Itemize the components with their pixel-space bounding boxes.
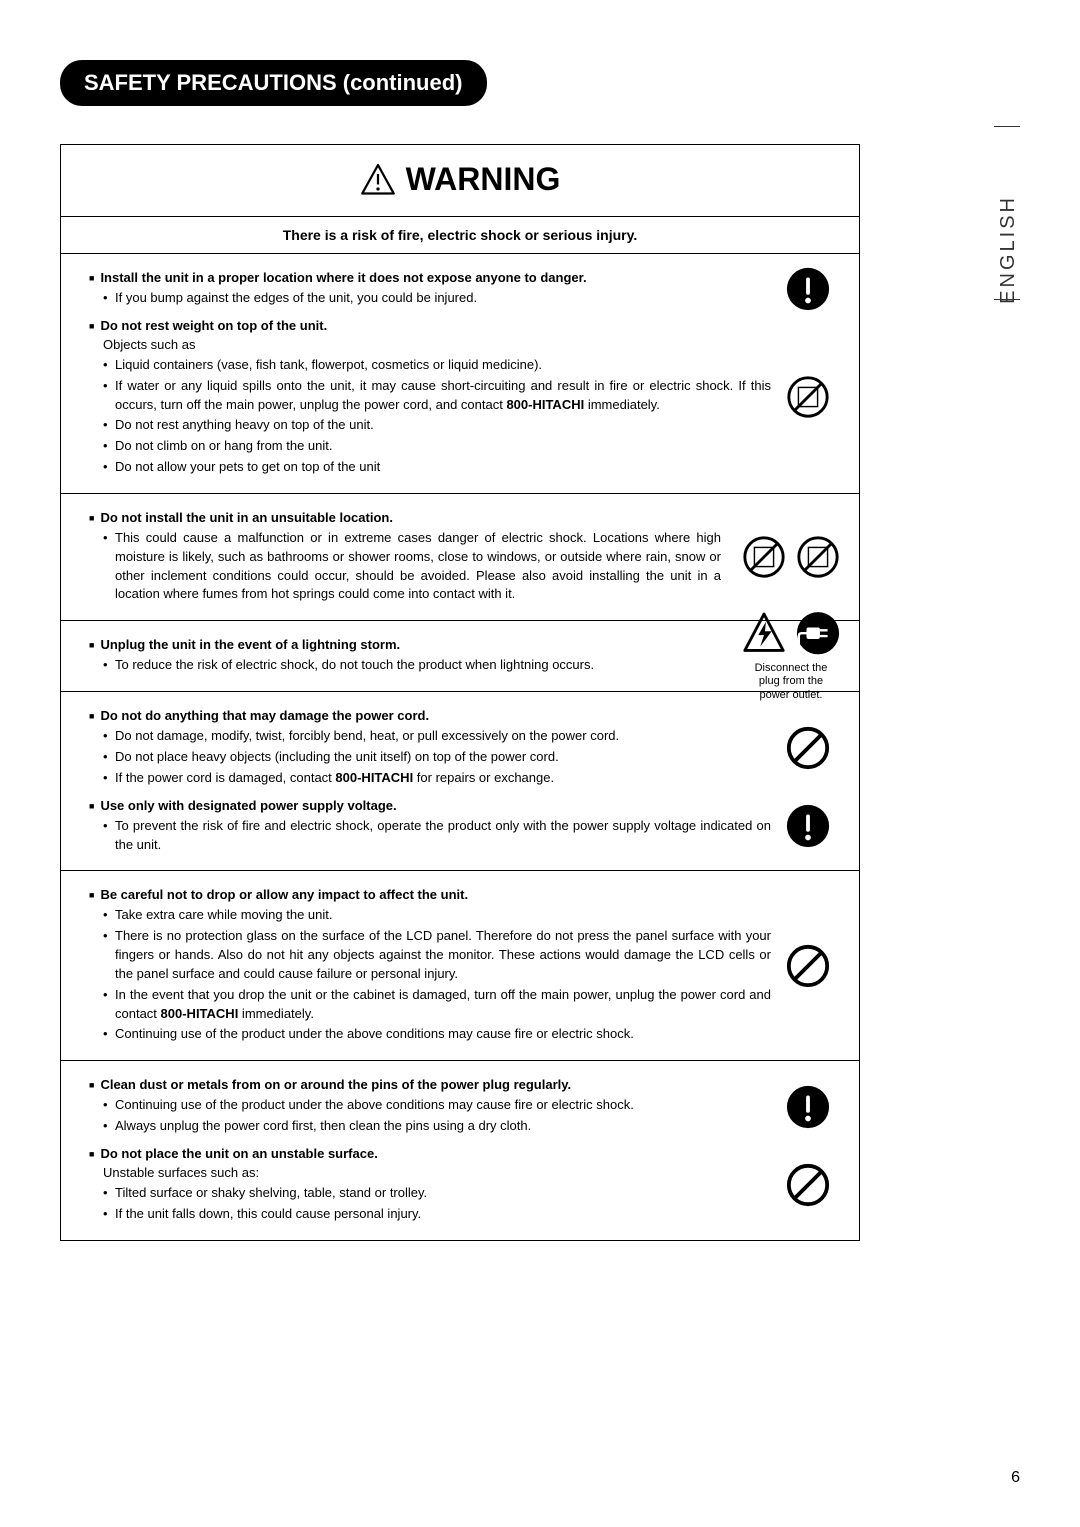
subsection-heading: Do not install the unit in an unsuitable… [89, 510, 721, 525]
language-divider-bottom [994, 299, 1020, 300]
bullet-list: Liquid containers (vase, fish tank, flow… [103, 356, 771, 477]
warning-section-group: Be careful not to drop or allow any impa… [61, 871, 859, 1061]
bullet-item: If water or any liquid spills onto the u… [103, 377, 771, 415]
icon-column [741, 534, 841, 580]
bullet-item: If you bump against the edges of the uni… [103, 289, 771, 308]
page-number: 6 [1011, 1469, 1020, 1487]
subsection-heading: Be careful not to drop or allow any impa… [89, 887, 771, 902]
warning-subsection: Do not place the unit on an unstable sur… [89, 1146, 841, 1224]
language-divider-top [994, 126, 1020, 127]
bullet-list: Take extra care while moving the unit. Th… [103, 906, 771, 1044]
language-label: ENGLISH [997, 195, 1020, 304]
icon-column [785, 803, 831, 849]
subsection-intro: Unstable surfaces such as: [103, 1165, 771, 1180]
risk-statement: There is a risk of fire, electric shock … [61, 217, 859, 254]
icon-column [785, 374, 831, 420]
bullet-item: To reduce the risk of electric shock, do… [103, 656, 721, 675]
bullet-item: There is no protection glass on the surf… [103, 927, 771, 984]
warning-box: WARNING There is a risk of fire, electri… [60, 144, 860, 1241]
bullet-list: To prevent the risk of fire and electric… [103, 817, 771, 855]
bullet-item: Tilted surface or shaky shelving, table,… [103, 1184, 771, 1203]
prohibit-icon [785, 725, 831, 771]
icon-column [785, 725, 831, 771]
bullet-item: Do not rest anything heavy on top of the… [103, 416, 771, 435]
bullet-item: If the power cord is damaged, contact 80… [103, 769, 771, 788]
subsection-heading: Clean dust or metals from on or around t… [89, 1077, 771, 1092]
bullet-item: Continuing use of the product under the … [103, 1096, 771, 1115]
shock-triangle-icon [741, 610, 787, 656]
warning-section-group: Do not install the unit in an unsuitable… [61, 494, 859, 621]
icon-column: Disconnect the plug from the power outle… [741, 610, 841, 702]
caution-solid-icon [785, 803, 831, 849]
bullet-item: In the event that you drop the unit or t… [103, 986, 771, 1024]
bullet-list: This could cause a malfunction or in ext… [103, 529, 721, 604]
subsection-heading: Do not rest weight on top of the unit. [89, 318, 771, 333]
subsection-intro: Objects such as [103, 337, 771, 352]
bullet-item: This could cause a malfunction or in ext… [103, 529, 721, 604]
icon-column [785, 943, 831, 989]
warning-subsection: Install the unit in a proper location wh… [89, 270, 841, 308]
bullet-list: Tilted surface or shaky shelving, table,… [103, 1184, 771, 1224]
subsection-heading: Use only with designated power supply vo… [89, 798, 771, 813]
prohibit-icon [785, 1162, 831, 1208]
bullet-list: Do not damage, modify, twist, forcibly b… [103, 727, 771, 788]
bullet-item: Do not place heavy objects (including th… [103, 748, 771, 767]
bullet-item: Liquid containers (vase, fish tank, flow… [103, 356, 771, 375]
subsection-heading: Do not place the unit on an unstable sur… [89, 1146, 771, 1161]
bullet-item: Do not damage, modify, twist, forcibly b… [103, 727, 771, 746]
warning-triangle-icon [360, 162, 396, 198]
warning-subsection: Do not do anything that may damage the p… [89, 708, 841, 788]
warning-section-group: Install the unit in a proper location wh… [61, 254, 859, 494]
warning-subsection: Unplug the unit in the event of a lightn… [89, 637, 841, 675]
icon-row [741, 610, 841, 656]
bullet-item: If the unit falls down, this could cause… [103, 1205, 771, 1224]
subsection-heading: Unplug the unit in the event of a lightn… [89, 637, 721, 652]
no-vase-icon [785, 374, 831, 420]
warning-subsection: Do not rest weight on top of the unit. Ob… [89, 318, 841, 477]
warning-title-row: WARNING [61, 145, 859, 217]
bullet-list: If you bump against the edges of the uni… [103, 289, 771, 308]
icon-column [785, 1162, 831, 1208]
subsection-heading: Do not do anything that may damage the p… [89, 708, 771, 723]
bullet-item: Do not allow your pets to get on top of … [103, 458, 771, 477]
caution-solid-icon [785, 266, 831, 312]
warning-section-group: Clean dust or metals from on or around t… [61, 1061, 859, 1239]
warning-section-group: Do not do anything that may damage the p… [61, 692, 859, 871]
warning-subsection: Be careful not to drop or allow any impa… [89, 887, 841, 1044]
sections-container: Install the unit in a proper location wh… [61, 254, 859, 1240]
prohibit-icon [785, 943, 831, 989]
unplug-solid-icon [795, 610, 841, 656]
warning-subsection: Use only with designated power supply vo… [89, 798, 841, 855]
warning-subsection: Do not install the unit in an unsuitable… [89, 510, 841, 604]
icon-column [785, 266, 831, 312]
icon-row [741, 534, 841, 580]
bullet-item: Always unplug the power cord first, then… [103, 1117, 771, 1136]
no-wet-icon [741, 534, 787, 580]
caution-solid-icon [785, 1084, 831, 1130]
no-steam-icon [795, 534, 841, 580]
bullet-item: Take extra care while moving the unit. [103, 906, 771, 925]
warning-section-group: Unplug the unit in the event of a lightn… [61, 621, 859, 692]
warning-subsection: Clean dust or metals from on or around t… [89, 1077, 841, 1136]
section-header-title: SAFETY PRECAUTIONS (continued) [84, 70, 463, 95]
bullet-list: To reduce the risk of electric shock, do… [103, 656, 721, 675]
bullet-item: To prevent the risk of fire and electric… [103, 817, 771, 855]
subsection-heading: Install the unit in a proper location wh… [89, 270, 771, 285]
section-header-pill: SAFETY PRECAUTIONS (continued) [60, 60, 487, 106]
bullet-item: Do not climb on or hang from the unit. [103, 437, 771, 456]
bullet-list: Continuing use of the product under the … [103, 1096, 771, 1136]
bullet-item: Continuing use of the product under the … [103, 1025, 771, 1044]
warning-title-text: WARNING [406, 161, 561, 198]
icon-column [785, 1084, 831, 1130]
